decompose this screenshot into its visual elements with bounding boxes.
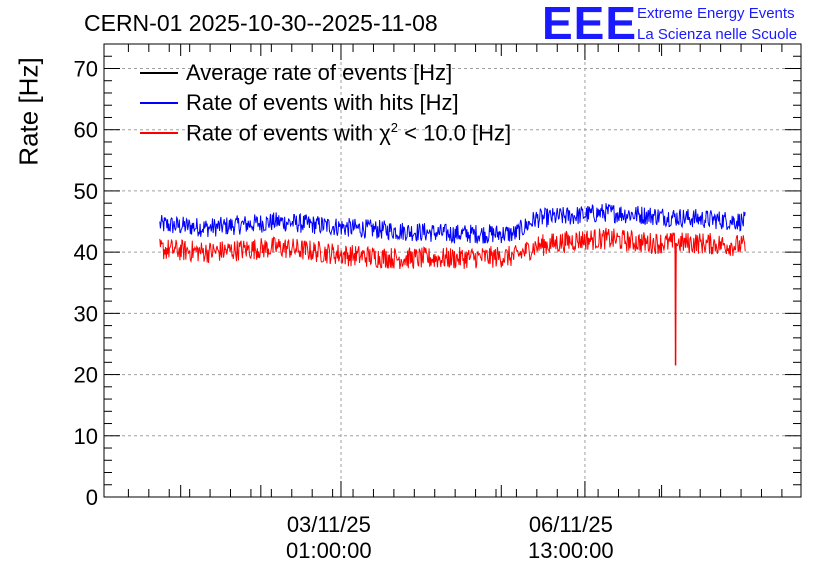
y-tick-label: 0 [86, 485, 98, 510]
series-line-hits [159, 203, 746, 244]
y-tick-label: 20 [74, 363, 98, 388]
logo-caption-line2: La Scienza nelle Scuole [637, 26, 798, 43]
series-line-chi2 [159, 227, 746, 366]
chart-title: CERN-01 2025-10-30--2025-11-08 [84, 10, 438, 36]
logo-caption-line1: Extreme Energy Events [637, 5, 795, 22]
legend-entry-chi2: Rate of events with χ2 < 10.0 [Hz] [140, 118, 511, 148]
y-tick-label: 60 [74, 118, 98, 143]
legend-swatch-average [140, 72, 178, 74]
legend-label-chi2: Rate of events with χ2 < 10.0 [Hz] [186, 119, 512, 146]
y-tick-label: 40 [74, 240, 98, 265]
y-tick-label: 70 [74, 56, 98, 81]
plot-frame [103, 43, 802, 498]
y-tick-label: 10 [74, 424, 98, 449]
legend-label-average: Average rate of events [Hz] [186, 60, 453, 85]
eee-logo: EEE [542, 0, 638, 49]
legend-swatch-chi2 [140, 132, 178, 134]
legend-swatch-hits [140, 102, 178, 104]
x-tick-label-0: 03/11/25 01:00:00 [286, 512, 372, 563]
y-axis-label: Rate [Hz] [13, 57, 44, 166]
legend-entry-average: Average rate of events [Hz] [140, 58, 511, 88]
legend: Average rate of events [Hz] Rate of even… [140, 58, 511, 148]
legend-label-hits: Rate of events with hits [Hz] [186, 90, 459, 115]
y-tick-label: 50 [74, 179, 98, 204]
y-tick-label: 30 [74, 301, 98, 326]
legend-entry-hits: Rate of events with hits [Hz] [140, 88, 511, 118]
x-tick-label-1: 06/11/25 13:00:00 [528, 512, 614, 563]
logo-caption: Extreme Energy Events La Scienza nelle S… [637, 3, 797, 45]
